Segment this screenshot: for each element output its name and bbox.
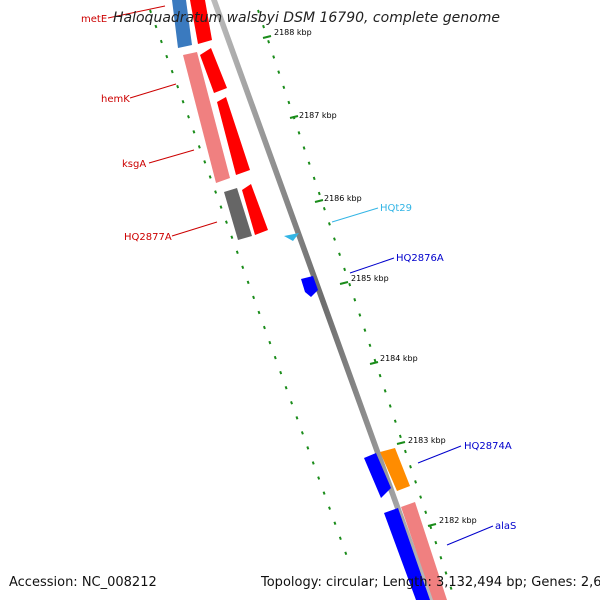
tick-mark [339,281,349,285]
inner-scale-ring [149,9,351,566]
gene-label-hemk[interactable]: hemK [101,94,130,105]
gene-ksga [217,97,250,175]
tick-label: 2185 kbp [351,274,389,283]
map-title: Haloquadratum walsbyi DSM 16790, complet… [113,10,500,26]
gene-alas-light [401,502,447,600]
gene-hq2874a-orange [380,448,410,491]
gene-mete-blue [172,0,192,48]
gene-label-mete[interactable]: metE [81,14,107,25]
leader-line [171,221,218,237]
gene-hq2877a-red [242,184,268,235]
gene-mete [190,0,212,44]
gene-hq2874a [364,453,391,498]
right-gene-labels: HQt29 HQ2876A HQ2874A alaS [380,203,516,532]
right-label-leaders [331,207,494,546]
gene-hq2876a [301,276,318,297]
leader-line [129,83,177,99]
outer-scale-ring [257,9,456,600]
leader-line [349,257,395,274]
reverse-strand-genes [284,233,447,600]
gene-alas [384,508,430,600]
gene-label-hq2874a[interactable]: HQ2874A [464,441,512,452]
genome-backbone [211,0,434,600]
tick-mark [262,35,272,39]
gene-label-alas[interactable]: alaS [495,521,516,532]
tick-label: 2182 kbp [439,516,477,525]
tick-marks [262,35,437,527]
tick-mark [369,361,379,365]
accession-text: Accession: NC_008212 [9,575,157,590]
gene-hemk-light [183,52,230,183]
leader-line [107,5,166,19]
leader-line [446,525,494,546]
topology-text: Topology: circular; Length: 3,132,494 bp… [260,575,600,590]
tick-label: 2188 kbp [274,28,312,37]
tick-mark [396,441,406,445]
gene-label-hq2876a[interactable]: HQ2876A [396,253,444,264]
leader-line [148,149,195,164]
gene-label-hq2877a[interactable]: HQ2877A [124,232,172,243]
leader-line [417,445,462,464]
tick-label: 2184 kbp [380,354,418,363]
tick-label: 2187 kbp [299,111,337,120]
gene-hqt29 [284,233,299,241]
gene-hemk [200,48,227,93]
left-gene-labels: metE hemK ksgA HQ2877A [81,14,172,243]
tick-labels: 2188 kbp 2187 kbp 2186 kbp 2185 kbp 2184… [274,28,477,525]
leader-line [331,207,379,223]
tick-mark [289,115,299,119]
gene-hq2877a [224,188,252,240]
forward-strand-genes [172,0,268,240]
gene-label-hqt29[interactable]: HQt29 [380,203,412,214]
tick-mark [314,199,324,203]
gene-label-ksga[interactable]: ksgA [122,159,146,170]
left-label-leaders [107,5,218,237]
tick-label: 2186 kbp [324,194,362,203]
tick-mark [427,523,437,527]
tick-label: 2183 kbp [408,436,446,445]
